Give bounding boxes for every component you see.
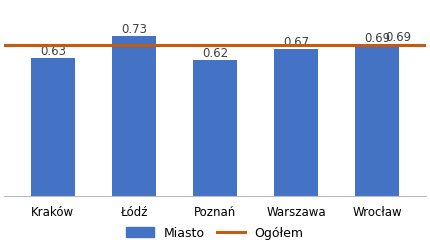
Text: 0.67: 0.67	[283, 36, 309, 49]
Bar	[274, 50, 318, 197]
Text: 0.69: 0.69	[364, 32, 390, 44]
Bar	[193, 61, 237, 197]
Text: 0.69: 0.69	[385, 31, 411, 44]
Bar	[355, 46, 399, 197]
Bar	[112, 37, 156, 197]
Bar	[31, 59, 75, 197]
Text: 0.63: 0.63	[40, 45, 66, 57]
Text: 0.62: 0.62	[202, 47, 228, 60]
Legend: Miasto, Ogółem: Miasto, Ogółem	[121, 221, 309, 244]
Text: 0.73: 0.73	[121, 23, 147, 36]
